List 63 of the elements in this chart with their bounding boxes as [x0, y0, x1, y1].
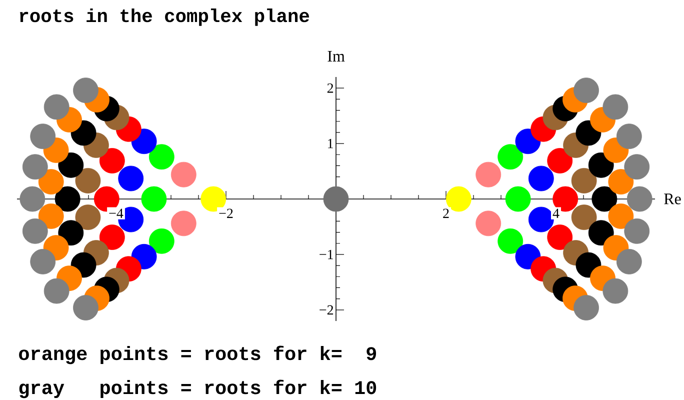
- point: [608, 203, 634, 229]
- point: [170, 210, 196, 236]
- point: [588, 152, 614, 178]
- point: [624, 218, 650, 244]
- point: [616, 248, 642, 274]
- point: [170, 162, 196, 188]
- text: orange points = roots for k= 9: [19, 346, 376, 364]
- point: [75, 204, 101, 230]
- point: [73, 78, 98, 104]
- x-tick-label: −4: [109, 208, 124, 218]
- point: [476, 210, 502, 236]
- point: [624, 154, 650, 180]
- x-tick-label: −2: [219, 208, 233, 218]
- point: [75, 168, 101, 194]
- point: [54, 186, 80, 212]
- point: [141, 186, 167, 212]
- point: [592, 186, 618, 212]
- point: [476, 162, 502, 188]
- point: [118, 166, 144, 192]
- point: [574, 294, 599, 320]
- x-tick-label: 4: [552, 208, 560, 218]
- point: [148, 228, 174, 254]
- point: [30, 248, 56, 274]
- point: [588, 220, 614, 246]
- y-tick-label: −1: [320, 250, 333, 260]
- point: [323, 186, 349, 212]
- point: [528, 206, 554, 232]
- point: [44, 94, 70, 120]
- point: [44, 278, 70, 304]
- point: [626, 186, 652, 212]
- x-axis-title: Re: [664, 194, 681, 204]
- point: [20, 186, 46, 212]
- point: [58, 220, 84, 246]
- point: [99, 224, 125, 250]
- y-tick-label: 2: [327, 83, 334, 93]
- point: [547, 148, 573, 174]
- point: [498, 228, 524, 254]
- point: [608, 169, 634, 195]
- point: [571, 168, 597, 194]
- point: [547, 224, 573, 250]
- point: [571, 204, 597, 230]
- point: [30, 124, 56, 150]
- point: [498, 144, 524, 170]
- text: gray points = roots for k= 10: [19, 380, 376, 398]
- point: [22, 154, 48, 180]
- point: [528, 166, 554, 192]
- y-axis-title: Im: [328, 50, 345, 62]
- point: [602, 278, 628, 304]
- point: [505, 186, 531, 212]
- point: [602, 94, 628, 120]
- point: [73, 294, 98, 320]
- point: [148, 144, 174, 170]
- point: [58, 152, 84, 178]
- point: [616, 124, 642, 150]
- x-tick-label: 2: [443, 208, 449, 218]
- point: [99, 148, 125, 174]
- y-tick-label: −2: [320, 305, 334, 315]
- point: [38, 169, 64, 195]
- point: [22, 218, 48, 244]
- point: [574, 78, 599, 104]
- point: [38, 203, 64, 229]
- y-tick-label: 1: [328, 138, 333, 148]
- chart-title: roots in the complex plane: [20, 8, 310, 26]
